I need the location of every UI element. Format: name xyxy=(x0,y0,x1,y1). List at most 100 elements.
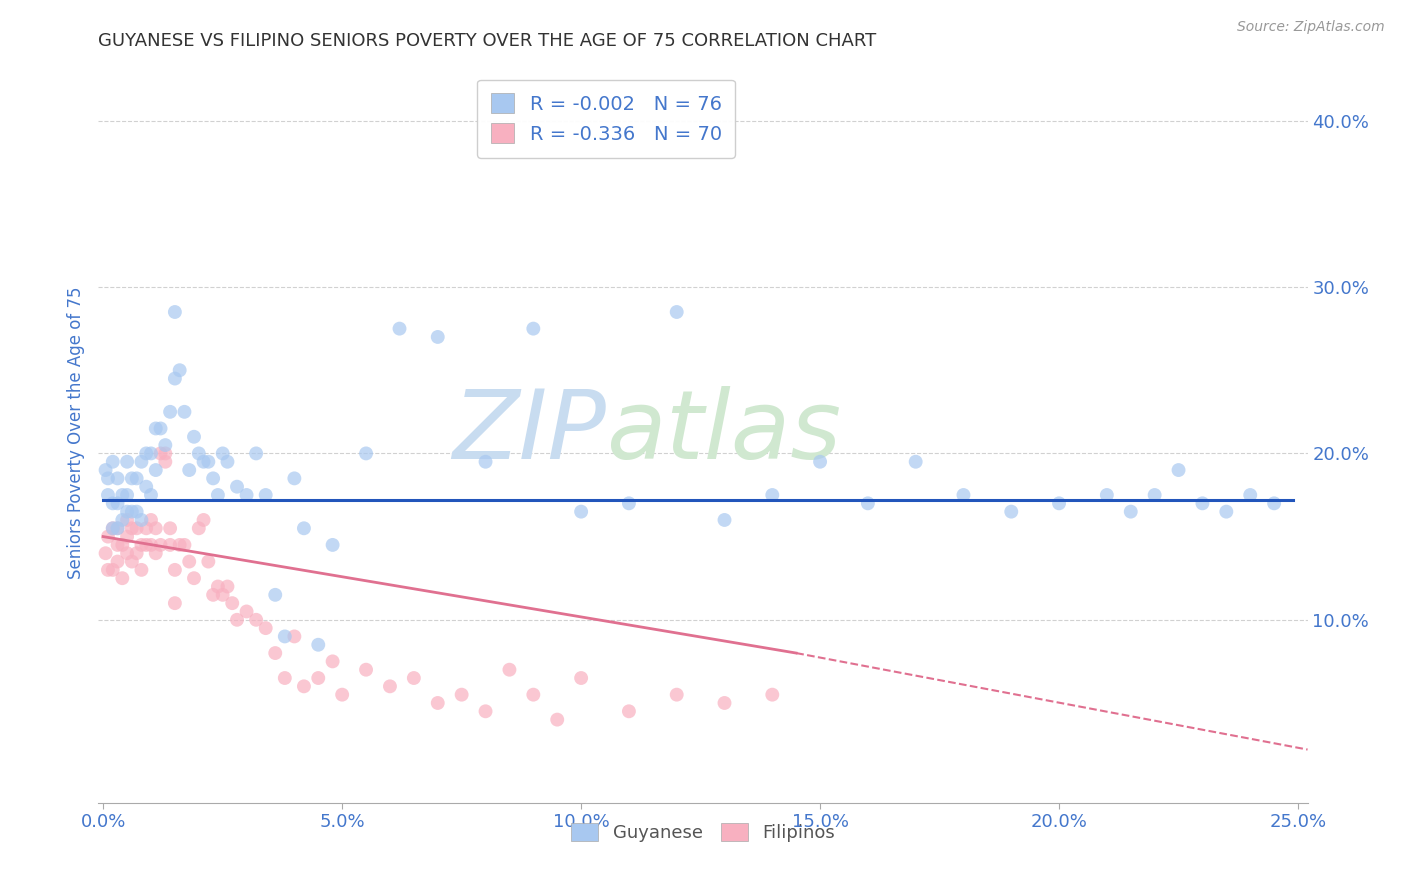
Point xyxy=(808,455,831,469)
Point xyxy=(1167,463,1189,477)
Point xyxy=(179,555,201,569)
Point xyxy=(322,538,344,552)
Point xyxy=(159,405,181,419)
Point xyxy=(1119,505,1142,519)
Point xyxy=(111,513,134,527)
Point xyxy=(125,521,148,535)
Point xyxy=(173,405,195,419)
Point xyxy=(569,505,592,519)
Point xyxy=(450,688,472,702)
Point xyxy=(155,455,177,469)
Point xyxy=(474,704,496,718)
Point xyxy=(211,446,233,460)
Point xyxy=(163,563,186,577)
Point xyxy=(254,488,277,502)
Point xyxy=(202,471,225,485)
Point xyxy=(139,446,162,460)
Point xyxy=(121,505,143,519)
Point xyxy=(1263,496,1285,510)
Y-axis label: Seniors Poverty Over the Age of 75: Seniors Poverty Over the Age of 75 xyxy=(66,286,84,579)
Point xyxy=(761,688,783,702)
Point xyxy=(226,480,249,494)
Point xyxy=(207,488,229,502)
Point xyxy=(1095,488,1118,502)
Point xyxy=(245,446,267,460)
Point xyxy=(139,488,162,502)
Point xyxy=(97,471,120,485)
Point xyxy=(207,580,229,594)
Point xyxy=(145,463,167,477)
Point xyxy=(193,455,215,469)
Point xyxy=(713,513,735,527)
Point xyxy=(217,455,239,469)
Point xyxy=(283,629,305,643)
Point xyxy=(952,488,974,502)
Point xyxy=(111,571,134,585)
Point xyxy=(155,446,177,460)
Point xyxy=(101,563,124,577)
Point xyxy=(226,613,249,627)
Point xyxy=(274,671,297,685)
Point xyxy=(569,671,592,685)
Point xyxy=(121,555,143,569)
Point xyxy=(169,538,191,552)
Point xyxy=(115,530,138,544)
Point xyxy=(264,588,287,602)
Text: atlas: atlas xyxy=(606,386,841,479)
Point xyxy=(149,446,172,460)
Point xyxy=(111,488,134,502)
Point xyxy=(179,463,201,477)
Point xyxy=(125,471,148,485)
Point xyxy=(135,446,157,460)
Point xyxy=(131,563,153,577)
Point xyxy=(121,521,143,535)
Point xyxy=(135,521,157,535)
Point xyxy=(498,663,520,677)
Point xyxy=(546,713,568,727)
Point xyxy=(235,488,257,502)
Point xyxy=(522,688,544,702)
Point xyxy=(307,671,329,685)
Point xyxy=(107,538,129,552)
Point xyxy=(139,538,162,552)
Point xyxy=(125,505,148,519)
Point xyxy=(101,455,124,469)
Point xyxy=(101,521,124,535)
Point xyxy=(97,563,120,577)
Point xyxy=(402,671,425,685)
Point xyxy=(761,488,783,502)
Point xyxy=(665,305,688,319)
Point xyxy=(904,455,927,469)
Point xyxy=(354,663,377,677)
Point xyxy=(183,571,205,585)
Legend: Guyanese, Filipinos: Guyanese, Filipinos xyxy=(564,815,842,849)
Point xyxy=(617,496,640,510)
Point xyxy=(145,521,167,535)
Point xyxy=(145,421,167,435)
Point xyxy=(107,555,129,569)
Point xyxy=(101,496,124,510)
Point xyxy=(187,446,209,460)
Point xyxy=(322,654,344,668)
Point xyxy=(107,521,129,535)
Point xyxy=(307,638,329,652)
Point xyxy=(426,330,449,344)
Point xyxy=(292,521,315,535)
Point xyxy=(139,513,162,527)
Point xyxy=(187,521,209,535)
Point xyxy=(1143,488,1166,502)
Text: GUYANESE VS FILIPINO SENIORS POVERTY OVER THE AGE OF 75 CORRELATION CHART: GUYANESE VS FILIPINO SENIORS POVERTY OVE… xyxy=(98,32,877,50)
Point xyxy=(107,521,129,535)
Point xyxy=(135,538,157,552)
Point xyxy=(292,679,315,693)
Point xyxy=(522,321,544,335)
Point xyxy=(94,463,117,477)
Point xyxy=(107,471,129,485)
Point xyxy=(115,546,138,560)
Point xyxy=(254,621,277,635)
Point xyxy=(155,438,177,452)
Point xyxy=(115,513,138,527)
Point xyxy=(617,704,640,718)
Point xyxy=(202,588,225,602)
Point xyxy=(235,605,257,619)
